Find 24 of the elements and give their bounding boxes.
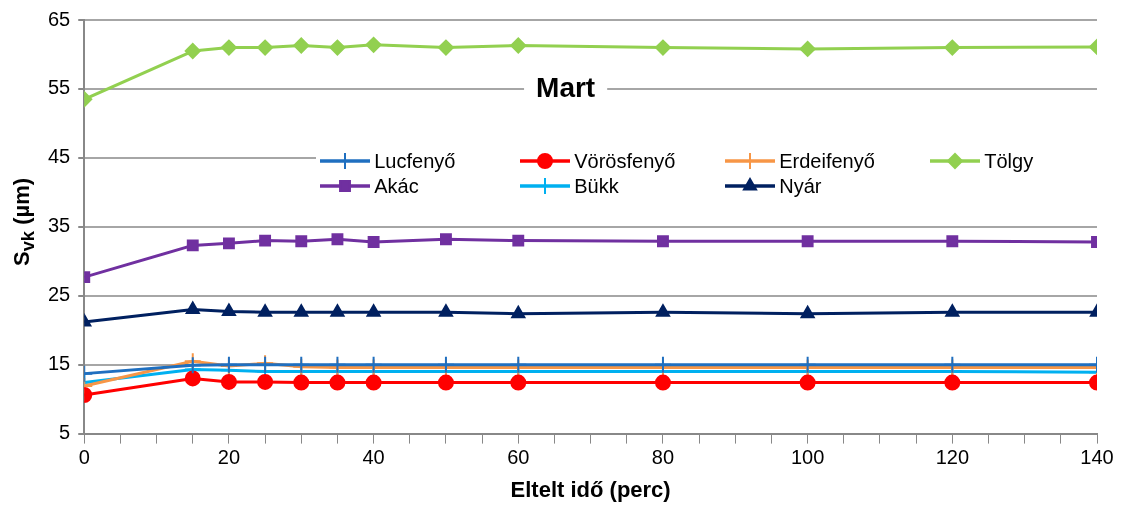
legend-label: Erdeifenyő	[779, 149, 875, 173]
legend-label: Vörösfenyő	[574, 149, 676, 173]
x-tick-label: 100	[790, 446, 825, 469]
y-tick-label: 15	[48, 352, 71, 375]
x-tick-label: 0	[78, 446, 90, 469]
y-tick-label: 25	[48, 283, 71, 306]
legend-label: Akác	[374, 174, 419, 198]
x-tick-label: 60	[507, 446, 530, 469]
x-axis-title: Eltelt idő (perc)	[510, 476, 671, 502]
y-tick-label: 65	[48, 7, 71, 30]
y-tick-label: 5	[59, 421, 71, 444]
legend-label: Nyár	[779, 174, 822, 198]
text: Mart	[536, 71, 596, 103]
legend-label: Bükk	[574, 174, 619, 198]
x-tick-label: 80	[651, 446, 675, 469]
y-tick-label: 45	[48, 145, 71, 168]
x-tick-label: 120	[935, 446, 970, 469]
y-tick-label: 55	[48, 76, 71, 99]
y-tick-label: 35	[48, 214, 71, 237]
x-tick-label: 140	[1080, 446, 1114, 469]
x-tick-label: 40	[362, 446, 385, 469]
x-tick-label: 20	[217, 446, 241, 469]
legend-label: Lucfenyő	[374, 149, 456, 173]
legend-label: Tölgy	[984, 149, 1034, 173]
